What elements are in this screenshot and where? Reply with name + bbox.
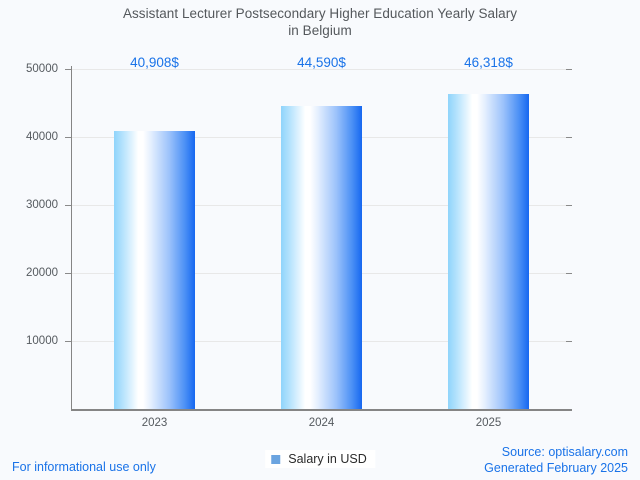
bar-2025[interactable] — [448, 94, 529, 409]
disclaimer-text: For informational use only — [12, 460, 156, 474]
bar-value-label-2025: 46,318$ — [464, 55, 513, 70]
chart-title: Assistant Lecturer Postsecondary Higher … — [122, 6, 518, 38]
y-axis-line — [71, 66, 72, 411]
y-axis-tick-left — [65, 341, 71, 342]
y-tick-label: 20000 — [26, 267, 58, 279]
plot-area — [71, 69, 572, 409]
x-axis-line — [71, 409, 572, 411]
y-axis-tick-left — [65, 205, 71, 206]
y-tick-label: 40000 — [26, 131, 58, 143]
source-text: Source: optisalary.com — [501, 445, 628, 459]
bar-value-label-2023: 40,908$ — [130, 55, 179, 70]
y-axis-tick-right — [566, 273, 572, 274]
y-axis-tick-right — [566, 205, 572, 206]
source-block: Source: optisalary.com Generated Februar… — [484, 444, 628, 476]
y-axis-tick-right — [566, 69, 572, 70]
y-axis-tick-left — [65, 273, 71, 274]
bar-2023[interactable] — [114, 130, 195, 409]
y-axis-tick-right — [566, 137, 572, 138]
chart-legend[interactable]: Salary in USD — [265, 450, 375, 468]
x-tick-label-2024: 2024 — [308, 417, 335, 429]
x-tick-label-2025: 2025 — [475, 417, 502, 429]
bar-value-label-2024: 44,590$ — [297, 55, 346, 70]
x-tick-label-2023: 2023 — [141, 417, 168, 429]
legend-label: Salary in USD — [288, 452, 367, 466]
y-tick-label: 50000 — [26, 63, 58, 75]
generated-text: Generated February 2025 — [484, 461, 628, 475]
y-axis-tick-left — [65, 69, 71, 70]
y-tick-label: 10000 — [26, 335, 58, 347]
legend-swatch-icon — [271, 454, 281, 464]
y-axis-tick-right — [566, 341, 572, 342]
bar-2024[interactable] — [281, 105, 362, 409]
gridline — [71, 69, 572, 70]
y-axis-tick-left — [65, 137, 71, 138]
y-tick-label: 30000 — [26, 199, 58, 211]
